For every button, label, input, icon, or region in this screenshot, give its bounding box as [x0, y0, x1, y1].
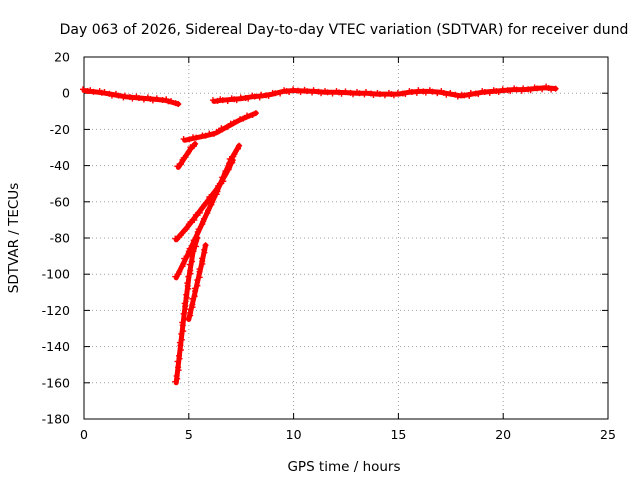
series-arc-main-2	[209, 83, 559, 105]
series-arc-9	[184, 242, 209, 322]
y-tick-label: -80	[50, 231, 70, 246]
x-tick-label: 5	[185, 427, 193, 442]
y-tick-label: -60	[50, 194, 70, 209]
y-tick-label: 20	[54, 50, 70, 65]
y-tick-label: -20	[50, 122, 70, 137]
axis-ticks: 0 5 10 15 20 25 20 0 -20 -40 -60 -80 -100 -120 -140 -16…	[42, 50, 616, 443]
x-tick-label: 15	[390, 427, 406, 442]
series-arc-main-1	[80, 86, 182, 108]
x-tick-label: 0	[80, 427, 88, 442]
x-tick-label: 10	[286, 427, 302, 442]
y-tick-label: -40	[50, 158, 70, 173]
y-tick-label: 0	[62, 86, 70, 101]
x-axis-label: GPS time / hours	[287, 459, 400, 475]
series-arc-4	[218, 110, 259, 132]
y-tick-label: -120	[42, 303, 70, 318]
grid	[84, 57, 608, 419]
y-tick-label: -100	[42, 267, 70, 282]
series-arc-8	[172, 235, 201, 386]
y-tick-label: -180	[42, 412, 70, 427]
y-axis-label: SDTVAR / TECUs	[6, 183, 22, 293]
data-series	[80, 83, 559, 386]
chart-title: Day 063 of 2026, Sidereal Day-to-day VTE…	[60, 22, 629, 38]
plot-frame	[83, 56, 609, 420]
x-tick-label: 25	[600, 427, 616, 442]
y-tick-label: -140	[42, 339, 70, 354]
series-arc-5	[174, 140, 199, 170]
x-tick-label: 20	[495, 427, 511, 442]
series-arc-7	[172, 142, 243, 281]
y-tick-label: -160	[42, 375, 70, 390]
